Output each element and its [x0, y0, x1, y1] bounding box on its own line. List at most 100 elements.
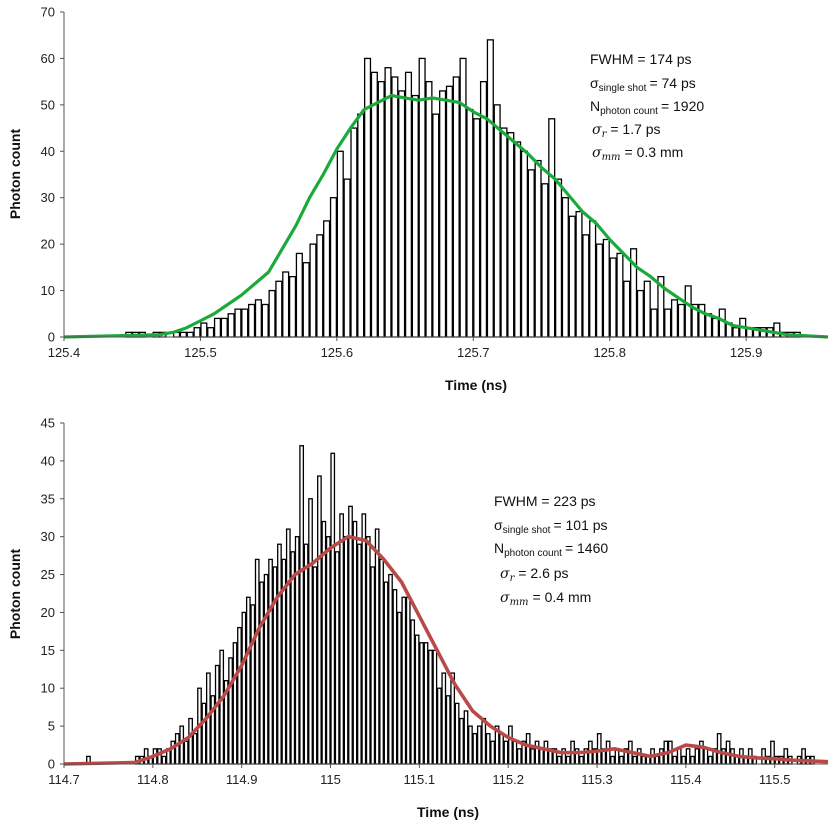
- histogram-bar: [676, 748, 682, 765]
- y-tick-label: 40: [41, 144, 55, 159]
- histogram-bar: [329, 197, 338, 338]
- histogram-bar: [610, 755, 615, 765]
- histogram-bar: [363, 57, 372, 338]
- x-tick-label: 114.7: [48, 772, 80, 787]
- histogram-bar: [350, 127, 358, 338]
- histogram-bar: [411, 94, 419, 338]
- histogram-bar: [508, 725, 513, 765]
- histogram-bar: [436, 687, 442, 765]
- histogram-bar: [770, 740, 775, 765]
- histogram-bar: [641, 755, 647, 765]
- histogram-bar: [201, 702, 207, 765]
- histogram-bar: [343, 178, 351, 338]
- histogram-bar: [186, 331, 194, 338]
- x-tick-label: 125.4: [48, 345, 81, 360]
- histogram-bar: [454, 702, 460, 765]
- top-fit-curve: [63, 93, 829, 339]
- histogram-bar: [632, 755, 638, 765]
- histogram-bar: [188, 717, 193, 765]
- y-tick-label: 35: [41, 491, 55, 506]
- histogram-bar: [263, 573, 269, 765]
- histogram-bar: [623, 280, 631, 338]
- histogram-bar: [541, 183, 549, 338]
- histogram-bar: [232, 642, 238, 765]
- histogram-bar: [179, 331, 187, 338]
- histogram-bar: [220, 317, 228, 338]
- histogram-bar: [323, 220, 331, 338]
- histogram-bar: [490, 740, 496, 765]
- top-photon-count-note: Nphoton count = 1920: [590, 98, 704, 117]
- histogram-bar: [432, 649, 438, 765]
- histogram-bar: [316, 234, 324, 338]
- y-tick-label: 70: [41, 5, 55, 20]
- histogram-bar: [486, 39, 494, 338]
- histogram-bar: [694, 748, 700, 765]
- bottom-x-ticks: 114.7 114.8 114.9 115 115.1 115.2 115.3 115.4 11…: [48, 764, 790, 787]
- histogram-bar: [245, 596, 251, 765]
- top-sigma-mm-note: σmm = 0.3 mm: [592, 144, 683, 163]
- histogram-bar: [414, 634, 420, 765]
- histogram-bar: [285, 528, 291, 765]
- histogram-bar: [299, 445, 305, 765]
- histogram-bar: [374, 528, 380, 765]
- histogram-bar: [596, 733, 602, 765]
- histogram-bar: [383, 581, 389, 765]
- top-y-ticks: 0 10 20 30 40 50 60 70: [41, 5, 64, 345]
- histogram-bar: [357, 113, 365, 338]
- histogram-bar: [404, 71, 413, 338]
- x-tick-label: 125.8: [593, 345, 626, 360]
- bottom-photon-count-note: Nphoton count = 1460: [494, 540, 608, 559]
- histogram-bar: [321, 520, 327, 765]
- histogram-bar: [711, 317, 720, 338]
- y-tick-label: 25: [41, 567, 55, 582]
- histogram-bar: [718, 308, 726, 338]
- histogram-bar: [288, 275, 297, 338]
- histogram-bar: [677, 303, 685, 338]
- histogram-bar: [282, 271, 290, 338]
- histogram-bar: [207, 327, 215, 338]
- histogram-bar: [530, 748, 535, 765]
- histogram-bar: [317, 475, 322, 765]
- histogram-bar: [514, 141, 522, 338]
- y-tick-label: 10: [41, 681, 55, 696]
- histogram-bar: [716, 733, 722, 765]
- histogram-bar: [493, 104, 501, 338]
- histogram-bar: [664, 308, 672, 338]
- histogram-bar: [476, 725, 482, 765]
- x-tick-label: 115.1: [404, 772, 436, 787]
- histogram-bar: [732, 327, 740, 338]
- y-tick-label: 30: [41, 529, 55, 544]
- histogram-bar: [548, 118, 556, 338]
- histogram-bar: [654, 755, 660, 765]
- histogram-bar: [370, 566, 376, 765]
- x-tick-label: 115.2: [492, 772, 524, 787]
- histogram-bar: [463, 710, 469, 765]
- histogram-bar: [241, 308, 249, 338]
- histogram-bar: [681, 755, 687, 765]
- bottom-y-ticks: 0 5 10 15 20 25 30 35 40 45: [41, 416, 64, 772]
- histogram-bar: [466, 108, 474, 338]
- y-tick-label: 45: [41, 416, 55, 431]
- histogram-bar: [616, 252, 624, 338]
- histogram-bar: [254, 299, 262, 338]
- bottom-y-axis-label: Photon count: [7, 549, 23, 640]
- histogram-bar: [183, 740, 189, 765]
- histogram-bar: [512, 740, 518, 765]
- histogram-bar: [539, 748, 544, 765]
- histogram-bar: [605, 740, 611, 765]
- histogram-bar: [643, 280, 651, 338]
- histogram-bar: [561, 197, 569, 338]
- histogram-bar: [568, 215, 576, 338]
- histogram-bar: [684, 285, 692, 338]
- histogram-bar: [554, 178, 563, 338]
- top-sigma-single-shot-note: σsingle shot = 74 ps: [590, 75, 696, 94]
- bottom-sigma-mm-note: σmm = 0.4 mm: [500, 589, 591, 608]
- histogram-bar: [783, 748, 789, 765]
- histogram-bar: [193, 327, 201, 338]
- x-tick-label: 115: [320, 772, 341, 787]
- histogram-bar: [452, 76, 460, 338]
- histogram-bar: [425, 80, 433, 338]
- histogram-bar: [312, 566, 318, 765]
- histogram-bar: [473, 118, 481, 338]
